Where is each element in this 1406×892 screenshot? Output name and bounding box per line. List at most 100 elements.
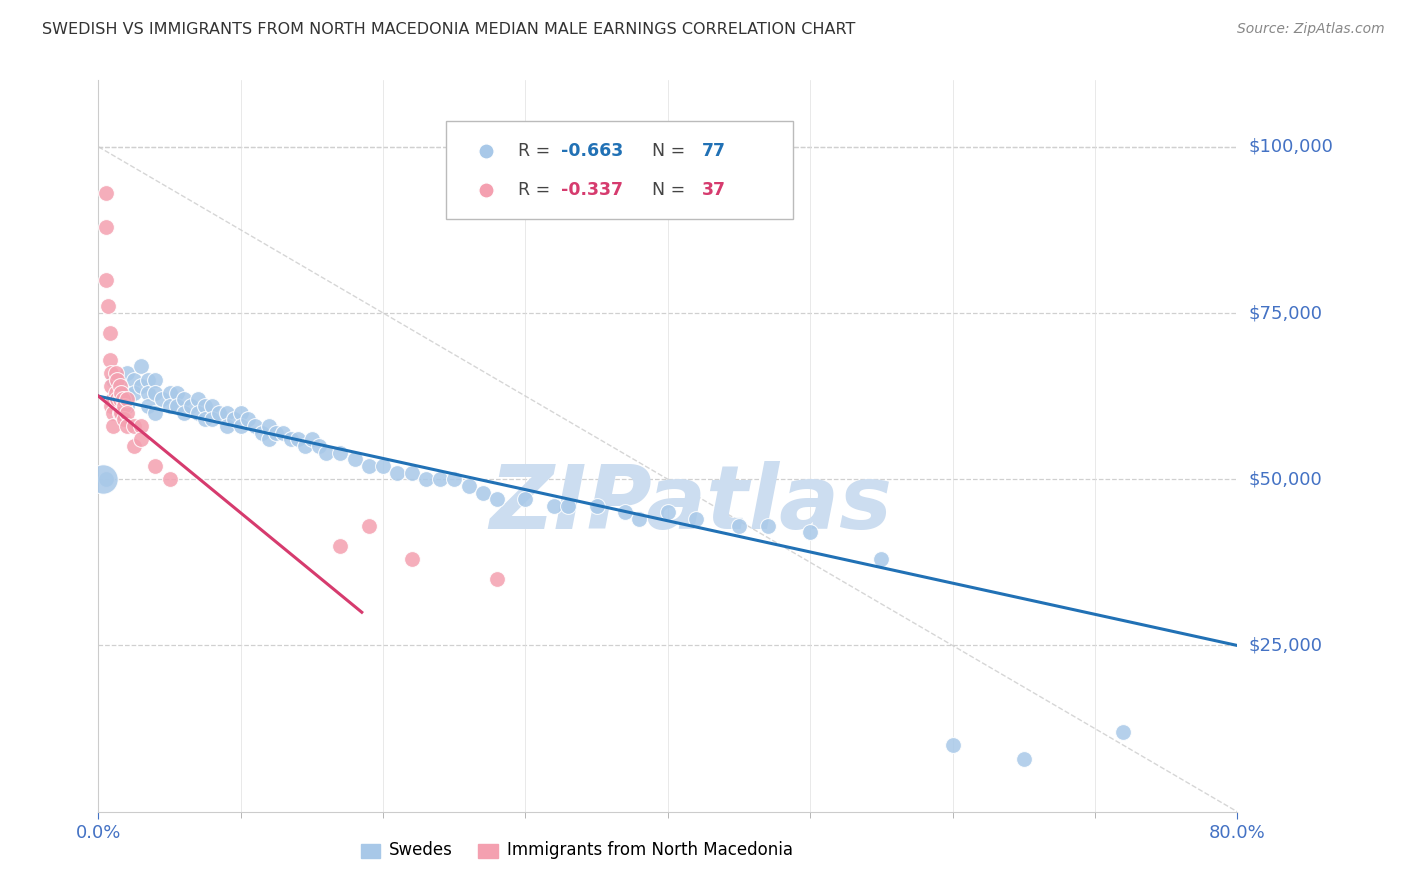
Point xyxy=(387,466,409,480)
Point xyxy=(250,425,273,440)
Point xyxy=(229,419,252,434)
Point xyxy=(259,433,281,447)
Point xyxy=(343,452,366,467)
Text: $25,000: $25,000 xyxy=(1249,637,1323,655)
Point xyxy=(101,392,124,407)
Point xyxy=(115,392,138,407)
Text: Source: ZipAtlas.com: Source: ZipAtlas.com xyxy=(1237,22,1385,37)
Point xyxy=(98,352,121,367)
Point xyxy=(180,399,202,413)
Point xyxy=(166,399,188,413)
Point xyxy=(728,518,751,533)
Point xyxy=(486,572,509,586)
Point xyxy=(122,439,145,453)
Point xyxy=(799,525,821,540)
Point xyxy=(486,492,509,507)
Point xyxy=(152,392,174,407)
Point xyxy=(173,406,195,420)
Text: $75,000: $75,000 xyxy=(1249,304,1323,322)
Point xyxy=(122,419,145,434)
Point xyxy=(229,406,252,420)
Point xyxy=(628,512,651,526)
Point xyxy=(1112,725,1135,739)
Text: R =: R = xyxy=(517,143,555,161)
Point xyxy=(122,385,145,400)
Point xyxy=(115,366,138,380)
Point xyxy=(543,499,565,513)
Point xyxy=(194,412,217,426)
Point xyxy=(329,445,352,459)
Text: -0.337: -0.337 xyxy=(561,181,623,199)
Text: $100,000: $100,000 xyxy=(1249,137,1333,156)
Point xyxy=(110,406,132,420)
Point xyxy=(136,372,159,386)
Text: $50,000: $50,000 xyxy=(1249,470,1322,488)
Text: R =: R = xyxy=(517,181,555,199)
Point xyxy=(91,472,114,486)
Point xyxy=(301,433,323,447)
Point xyxy=(94,472,117,486)
Point xyxy=(159,472,181,486)
Point xyxy=(194,399,217,413)
Point xyxy=(614,506,637,520)
Point xyxy=(443,472,465,486)
Point xyxy=(236,412,259,426)
Point xyxy=(94,273,117,287)
Point xyxy=(101,406,124,420)
Point xyxy=(401,466,423,480)
Point xyxy=(243,419,266,434)
Point xyxy=(136,399,159,413)
Point xyxy=(97,299,120,313)
Legend: Swedes, Immigrants from North Macedonia: Swedes, Immigrants from North Macedonia xyxy=(354,834,799,865)
Point xyxy=(471,485,494,500)
Point xyxy=(122,372,145,386)
Point xyxy=(657,506,679,520)
Point xyxy=(108,379,131,393)
Point xyxy=(101,372,124,386)
Point xyxy=(357,458,380,473)
Point xyxy=(129,433,152,447)
Point xyxy=(287,433,309,447)
Text: SWEDISH VS IMMIGRANTS FROM NORTH MACEDONIA MEDIAN MALE EARNINGS CORRELATION CHAR: SWEDISH VS IMMIGRANTS FROM NORTH MACEDON… xyxy=(42,22,856,37)
Point xyxy=(457,479,479,493)
Point xyxy=(129,379,152,393)
Point xyxy=(145,385,167,400)
Point xyxy=(115,419,138,434)
Point xyxy=(115,406,138,420)
Point xyxy=(145,458,167,473)
Text: -0.663: -0.663 xyxy=(561,143,623,161)
Point xyxy=(115,399,138,413)
Point xyxy=(222,412,245,426)
Point xyxy=(101,392,124,407)
Point xyxy=(266,425,288,440)
Point xyxy=(357,518,380,533)
Point xyxy=(373,458,395,473)
Point xyxy=(187,392,209,407)
Point xyxy=(308,439,330,453)
FancyBboxPatch shape xyxy=(446,120,793,219)
Point xyxy=(215,419,238,434)
Text: N =: N = xyxy=(641,181,690,199)
Text: 77: 77 xyxy=(702,143,725,161)
Point xyxy=(105,372,128,386)
Point xyxy=(104,385,127,400)
Point xyxy=(201,412,224,426)
Point xyxy=(129,419,152,434)
Point xyxy=(870,552,893,566)
Point xyxy=(429,472,451,486)
Point xyxy=(173,392,195,407)
Point xyxy=(112,412,135,426)
Point xyxy=(145,372,167,386)
Point xyxy=(401,552,423,566)
Point xyxy=(94,186,117,201)
Point xyxy=(129,359,152,374)
Point xyxy=(685,512,707,526)
Point xyxy=(315,445,337,459)
Point xyxy=(215,406,238,420)
Point xyxy=(557,499,579,513)
Point xyxy=(201,399,224,413)
Point xyxy=(112,399,135,413)
Point xyxy=(166,385,188,400)
Point xyxy=(98,326,121,340)
Text: N =: N = xyxy=(641,143,690,161)
